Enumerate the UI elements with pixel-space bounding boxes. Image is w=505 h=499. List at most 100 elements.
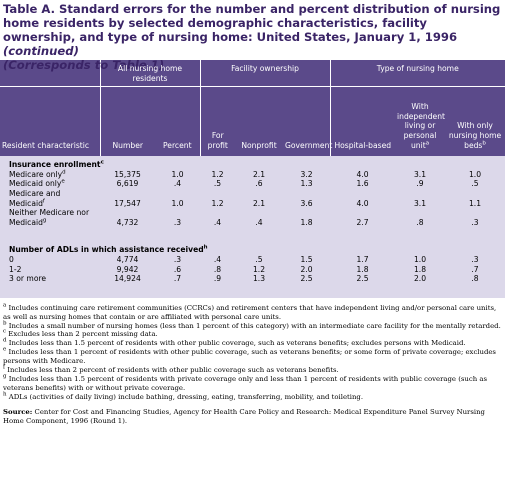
footnote-mark: g (3, 373, 7, 380)
spacer-cell (0, 283, 505, 298)
cell: 17,547 (100, 188, 155, 209)
column-label: For profit (207, 131, 228, 150)
column-label: Government (285, 140, 333, 150)
row-label: Medicare and Medicaidf (0, 188, 100, 209)
cell: 14,924 (100, 274, 155, 284)
column-header: With independent living or personal unit… (395, 86, 446, 157)
data-row: 0 4,774.3.4.5 1.5 1.7 1.0.3 (0, 254, 505, 265)
cell: .3 (155, 208, 201, 228)
footnote: a Includes continuing care retirement co… (3, 303, 502, 322)
data-row: Medicare and Medicaidf 17,547 1.0 1.2 2.1 3.6… (0, 188, 505, 209)
column-header: Government (283, 86, 333, 157)
cell: 2.5 (330, 274, 396, 284)
superscript: d (62, 169, 66, 176)
data-row: 3 or more 14,924.7.9 1.3 2.5 2.5 2.0.8 (0, 274, 505, 284)
column-header: For profit (199, 86, 236, 157)
column-header: Hospital-based (329, 86, 396, 157)
row-title: 1-2 (9, 264, 22, 274)
cell: 6,619 (100, 179, 155, 189)
cell: .7 (445, 264, 505, 275)
data-table: All nursing home residents Facility owner… (0, 60, 505, 298)
column-label: Hospital-based (334, 140, 392, 150)
footnote-mark: c (3, 329, 7, 336)
footnote-text: Includes continuing care retirement comm… (3, 303, 497, 321)
footnote-mark: b (3, 320, 7, 327)
cell: 2.1 (235, 169, 284, 180)
data-row: Medicare onlyd 15,375 1.0 1.2 2.1 3.2 4.0 3.1 1.… (0, 170, 505, 180)
data-row: 1-2 9,942.6.8 1.2 2.0 1.8 1.8.7 (0, 264, 505, 275)
column-header: With only nursing home bedsb (445, 86, 505, 157)
cell: 1.5 (283, 254, 331, 265)
column-label: With independent living or personal unit (397, 102, 446, 150)
row-label: Neither Medicare nor Medicaidg (0, 208, 100, 228)
cell: .8 (200, 264, 236, 275)
cell: 1.8 (395, 264, 446, 275)
data-row: Medicaid onlye 6,619.4.5.6 1.3 1.6.9.5 (0, 179, 505, 189)
footnotes: a Includes continuing care retirement co… (0, 298, 505, 426)
cell: 3.2 (283, 169, 331, 180)
cell: 2.0 (283, 264, 331, 275)
cell: .3 (155, 254, 201, 265)
cell: 4.0 (330, 188, 396, 209)
spacer-cell (0, 227, 505, 242)
cell: 1.6 (330, 179, 396, 189)
section-label: Insurance enrollmentc (0, 156, 505, 170)
cell: 1.0 (395, 254, 446, 265)
footnote-mark: f (3, 364, 6, 371)
row-label: Medicare onlyd (0, 170, 100, 180)
footnote-text: Includes less than 1 percent of resident… (3, 348, 496, 366)
title-block: Table A. Standard errors for the number … (0, 0, 505, 72)
cell: 3.1 (395, 188, 446, 209)
column-label: Nonprofit (241, 140, 277, 150)
cell: .3 (445, 254, 505, 265)
section-title: Insurance enrollment (9, 160, 101, 170)
cell: 1.7 (330, 254, 396, 265)
cell: 2.0 (395, 274, 446, 284)
footnote-text: Includes less than 1.5 percent of reside… (8, 339, 466, 348)
cell: .4 (200, 254, 236, 265)
cell: 2.7 (330, 208, 396, 228)
cell: .4 (235, 208, 284, 228)
cell: 3.1 (395, 169, 446, 180)
source-text: Center for Cost and Financing Studies, A… (3, 407, 485, 425)
cell: .6 (155, 264, 201, 275)
column-label: Resident characteristic (2, 140, 90, 150)
cell: .9 (200, 274, 236, 284)
cell: 2.5 (283, 274, 331, 284)
footnote-text: Excludes less than 2 percent missing dat… (8, 330, 158, 339)
group-header: All nursing home residents (99, 60, 201, 88)
superscript: a (425, 140, 430, 147)
footnote-mark: d (3, 338, 7, 345)
column-header: Number (99, 86, 155, 157)
cell: 3.6 (283, 188, 331, 209)
footnote-text: Includes less than 2 percent of resident… (7, 366, 339, 375)
superscript: g (42, 217, 47, 224)
cell: .5 (200, 179, 236, 189)
cell: 1.2 (200, 188, 236, 209)
title: Table A. Standard errors for the number … (3, 2, 501, 44)
column-label: With only nursing home beds (448, 121, 502, 150)
data-row: Neither Medicare nor Medicaidg 4,732.3.4.… (0, 208, 505, 228)
cell: .4 (155, 179, 201, 189)
row-title: Medicare only (9, 169, 63, 179)
cell: 1.1 (445, 188, 505, 209)
superscript: b (482, 140, 486, 147)
cell: 9,942 (100, 264, 155, 275)
row-label: 0 (0, 254, 100, 265)
superscript: f (42, 198, 45, 205)
cell: 2.1 (235, 188, 284, 209)
superscript: h (203, 244, 208, 251)
cell: 15,375 (100, 169, 155, 180)
continued: (continued) (3, 44, 79, 58)
cell: .6 (235, 179, 284, 189)
cell: 1.2 (200, 169, 236, 180)
row-title: 3 or more (9, 274, 47, 284)
footnote: c Excludes less than 2 percent missing d… (3, 329, 502, 339)
footnote-text: Includes less than 1.5 percent of reside… (3, 374, 487, 392)
cell: 1.2 (235, 264, 284, 275)
section-row: Number of ADLs in which assistance recei… (0, 241, 505, 255)
row-label: 3 or more (0, 274, 100, 284)
column-header: Resident characteristic (0, 86, 100, 157)
row-title: Medicaid only (9, 179, 62, 189)
